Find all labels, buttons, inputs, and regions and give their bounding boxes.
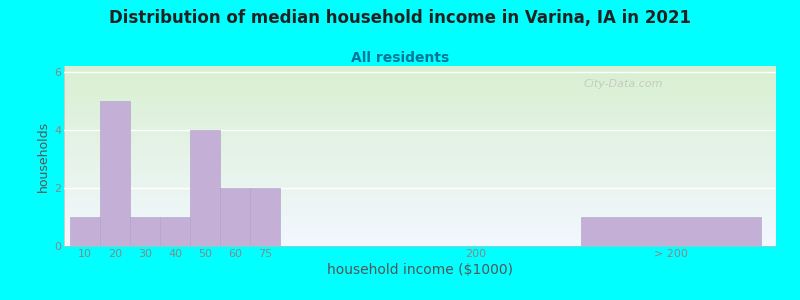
- Bar: [160, 217, 190, 246]
- Bar: [190, 130, 220, 246]
- Bar: [130, 217, 160, 246]
- Bar: [100, 101, 130, 246]
- X-axis label: household income ($1000): household income ($1000): [327, 263, 513, 277]
- Y-axis label: households: households: [37, 120, 50, 192]
- Bar: [220, 188, 250, 246]
- Bar: [250, 188, 280, 246]
- Text: Distribution of median household income in Varina, IA in 2021: Distribution of median household income …: [109, 9, 691, 27]
- Text: City-Data.com: City-Data.com: [584, 79, 663, 88]
- Bar: [581, 217, 761, 246]
- Text: All residents: All residents: [351, 51, 449, 65]
- Bar: [70, 217, 100, 246]
